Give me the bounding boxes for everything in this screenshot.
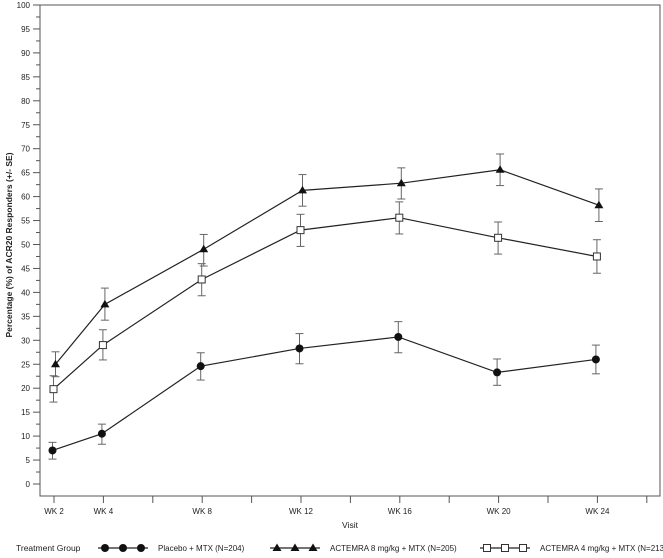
data-point bbox=[295, 344, 304, 353]
series-filled-triangle bbox=[51, 153, 604, 378]
data-point bbox=[396, 178, 406, 187]
legend-label: ACTEMRA 8 mg/kg + MTX (N=205) bbox=[330, 544, 457, 553]
data-point bbox=[591, 355, 600, 364]
series-group bbox=[48, 153, 604, 460]
data-point bbox=[196, 362, 205, 371]
series-line bbox=[55, 169, 600, 365]
data-point bbox=[100, 299, 110, 308]
legend-title: Treatment Group bbox=[16, 543, 81, 553]
y-axis: 0 5 10 15 20 25 30 35 40 45 50 55 60 65 70 75 80 85 90 95 10… bbox=[17, 1, 40, 489]
x-tick-label: WK 8 bbox=[192, 507, 212, 516]
x-axis: WK 2 WK 4 WK 8 WK 12 WK 16 WK 20 WK 24 bbox=[44, 496, 648, 516]
y-tick-label: 25 bbox=[21, 360, 30, 369]
y-tick-label: 90 bbox=[21, 49, 30, 58]
y-tick-label: 65 bbox=[21, 169, 30, 178]
legend-marker bbox=[272, 543, 282, 551]
y-tick-label: 85 bbox=[21, 73, 30, 82]
x-tick-label: WK 2 bbox=[44, 507, 64, 516]
y-tick-label: 5 bbox=[26, 456, 31, 465]
y-tick-label: 70 bbox=[21, 145, 30, 154]
legend-marker bbox=[101, 544, 109, 552]
x-tick-label: WK 20 bbox=[487, 507, 512, 516]
y-tick-label: 95 bbox=[21, 25, 30, 34]
y-tick-label: 50 bbox=[21, 241, 30, 250]
data-point bbox=[594, 200, 604, 209]
y-tick-label: 0 bbox=[26, 480, 31, 489]
data-point bbox=[494, 233, 503, 242]
data-point bbox=[394, 332, 403, 341]
legend-label: Placebo + MTX (N=204) bbox=[158, 544, 245, 553]
data-point bbox=[49, 385, 58, 394]
legend-label: ACTEMRA 4 mg/kg + MTX (N=213) bbox=[540, 544, 663, 553]
y-axis-label: Percentage (%) of ACR20 Responders (+/- … bbox=[4, 152, 14, 337]
y-tick-label: 20 bbox=[21, 384, 30, 393]
legend-marker bbox=[483, 544, 491, 552]
y-tick-label: 35 bbox=[21, 312, 30, 321]
legend-marker bbox=[290, 543, 300, 551]
data-point bbox=[298, 185, 307, 194]
data-point bbox=[197, 275, 206, 284]
x-tick-label: WK 24 bbox=[585, 507, 610, 516]
data-point bbox=[98, 341, 107, 350]
y-tick-label: 10 bbox=[21, 432, 30, 441]
data-point bbox=[97, 429, 106, 438]
data-point bbox=[592, 252, 601, 261]
legend-marker bbox=[137, 544, 145, 552]
series-line bbox=[53, 217, 598, 390]
legend-marker bbox=[308, 543, 318, 551]
data-point bbox=[493, 368, 502, 377]
x-tick-label: WK 12 bbox=[289, 507, 314, 516]
y-tick-label: 30 bbox=[21, 336, 30, 345]
data-point bbox=[51, 359, 60, 368]
legend-marker bbox=[519, 544, 527, 552]
x-axis-label: Visit bbox=[342, 520, 359, 530]
series-line bbox=[52, 336, 596, 452]
y-tick-label: 60 bbox=[21, 193, 30, 202]
y-tick-label: 100 bbox=[17, 1, 31, 10]
legend-marker bbox=[119, 544, 127, 552]
y-tick-label: 55 bbox=[21, 217, 30, 226]
y-tick-label: 40 bbox=[21, 288, 30, 297]
data-point bbox=[495, 165, 505, 173]
legend: Treatment Group Placebo + MTX (N=204) ACT… bbox=[16, 543, 663, 553]
legend-marker bbox=[501, 544, 509, 552]
y-tick-label: 80 bbox=[21, 97, 30, 106]
y-tick-label: 15 bbox=[21, 408, 30, 417]
data-point bbox=[199, 244, 209, 253]
data-point bbox=[48, 446, 57, 455]
y-tick-label: 75 bbox=[21, 121, 30, 130]
x-tick-label: WK 4 bbox=[94, 507, 114, 516]
series-open-square bbox=[49, 201, 601, 403]
y-tick-label: 45 bbox=[21, 264, 30, 273]
data-point bbox=[296, 226, 305, 235]
series-filled-circle bbox=[48, 321, 600, 460]
x-tick-label: WK 16 bbox=[388, 507, 413, 516]
data-point bbox=[395, 213, 404, 222]
